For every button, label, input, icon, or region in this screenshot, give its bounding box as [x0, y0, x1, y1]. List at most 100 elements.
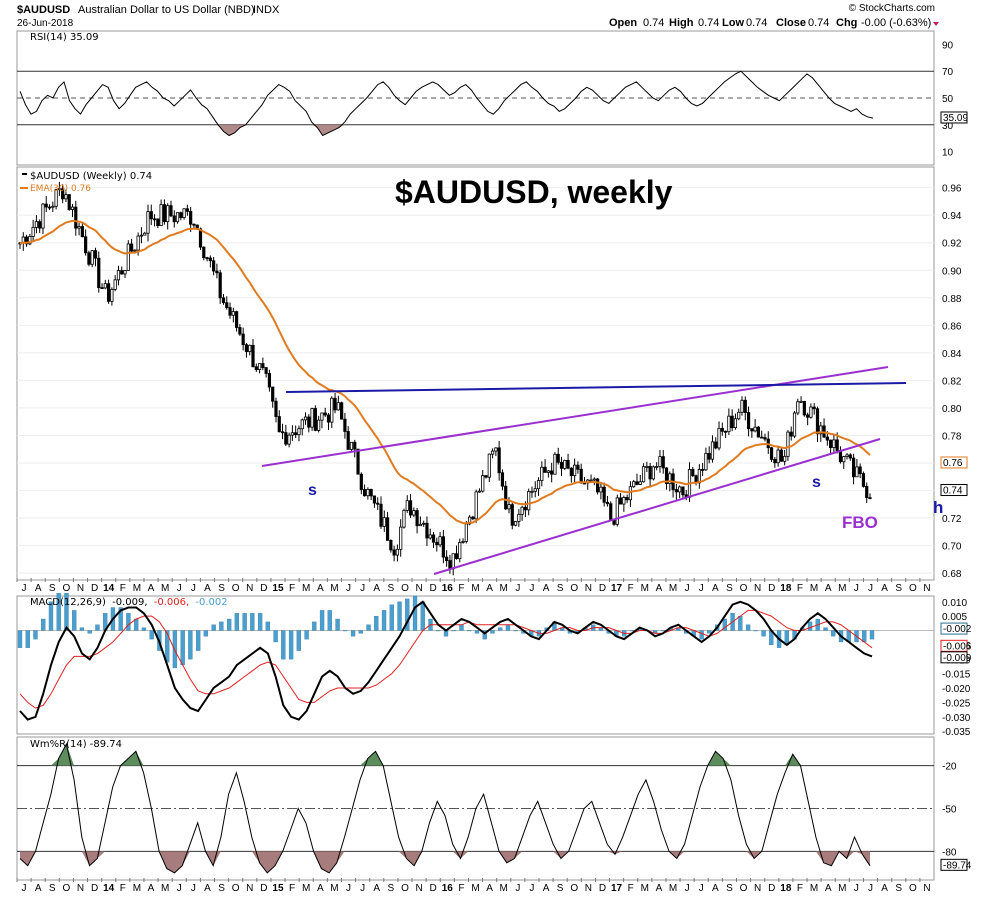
x-tick-label: D	[768, 583, 775, 594]
candle-body	[303, 416, 308, 421]
candle-body	[47, 206, 52, 209]
candle-body	[645, 466, 649, 468]
x-tick-label: 15	[272, 883, 284, 894]
x-tick-label: 16	[442, 883, 454, 894]
candle-body	[212, 260, 216, 272]
chart-instrument-name: Australian Dollar to US Dollar (NBD)	[78, 4, 255, 16]
candle-body	[707, 452, 711, 460]
candle-body	[93, 250, 98, 259]
x-tick-label: S	[895, 583, 902, 594]
x-tick-label: J	[699, 883, 704, 894]
candle-body	[733, 418, 738, 429]
ema-legend-entry: EMA(30) 0.76	[20, 184, 91, 194]
macd-histogram-bar	[420, 601, 425, 631]
candle-body	[438, 536, 442, 546]
macd-histogram-bar	[87, 630, 92, 634]
candle-body	[123, 270, 127, 275]
candle-body	[274, 400, 278, 417]
candle-body	[38, 221, 42, 229]
ohlc-open-value: 0.74	[643, 17, 664, 29]
macd-last-hist: -0.002	[943, 624, 972, 635]
x-tick-label: M	[302, 583, 310, 594]
candle-body	[520, 506, 524, 515]
x-tick-label: 14	[103, 883, 115, 894]
macd-histogram-bar	[474, 630, 480, 634]
macd-histogram-bar	[660, 630, 666, 632]
candle-body	[110, 288, 114, 302]
candle-body	[750, 428, 754, 432]
candle-body	[851, 457, 856, 478]
x-tick-label: J	[346, 583, 351, 594]
candle-body	[484, 475, 488, 478]
candle-body	[553, 453, 557, 475]
macd-histogram-bar	[327, 610, 332, 631]
candle-body	[103, 283, 107, 289]
x-tick-label: J	[868, 583, 873, 594]
candle-body	[704, 452, 708, 471]
candle-body	[451, 553, 455, 570]
candle-body	[235, 311, 239, 328]
candle-body	[513, 521, 518, 526]
x-tick-label: J	[529, 583, 534, 594]
candle-body	[609, 503, 613, 520]
macd-histogram-bar	[389, 604, 394, 631]
candle-body	[517, 513, 521, 522]
x-tick-label: N	[415, 883, 422, 894]
macd-histogram-bar	[203, 630, 209, 637]
x-tick-label: 15	[272, 583, 284, 594]
candle-body	[510, 504, 514, 526]
macd-histogram-bar	[335, 618, 340, 631]
candle-body	[143, 232, 147, 236]
macd-histogram-bar	[242, 613, 247, 631]
candle-body	[238, 327, 242, 335]
candle-body	[579, 468, 583, 484]
candle-body	[573, 464, 577, 477]
x-tick-label: N	[923, 583, 930, 594]
candle-body	[317, 419, 321, 431]
down-arrow-icon	[933, 22, 939, 26]
candle-body	[730, 415, 734, 429]
candle-body	[737, 411, 741, 420]
macd-histogram-bar	[459, 624, 464, 631]
x-tick-label: J	[699, 583, 704, 594]
candle-body	[825, 436, 829, 441]
candle-body	[655, 466, 659, 468]
shoulder-label-left: s	[308, 482, 317, 499]
upper-wedge-trendline	[261, 366, 889, 467]
macd-histogram-bar	[350, 630, 356, 637]
macd-histogram-bar	[412, 595, 418, 631]
candle-body	[218, 272, 222, 299]
price-y-tick-label: 0.70	[942, 542, 962, 553]
watermark: © StockCharts.com	[849, 3, 935, 14]
macd-histogram-bar	[219, 621, 224, 631]
candle-body	[487, 453, 491, 478]
candle-body	[855, 466, 859, 478]
x-tick-label: A	[317, 883, 324, 894]
macd-last-macd: -0.009	[943, 653, 972, 664]
macd-histogram-bar	[172, 630, 178, 669]
candle-body	[494, 447, 498, 452]
x-tick-label: A	[148, 583, 155, 594]
macd-histogram-bar	[629, 630, 635, 632]
candle-body	[162, 204, 167, 223]
candle-body	[389, 539, 393, 551]
candle-body	[474, 491, 478, 520]
ema-legend-label: EMA(30) 0.76	[30, 184, 91, 194]
macd-title-signal: -0.006,	[154, 597, 189, 608]
x-tick-label: O	[232, 583, 240, 594]
x-tick-label: J	[854, 883, 859, 894]
macd-histogram-bar	[699, 630, 704, 640]
rsi-y-tick-label: 70	[942, 67, 954, 78]
price-y-tick-label: 0.80	[942, 404, 962, 415]
macd-histogram-bar	[226, 618, 232, 631]
candle-body	[789, 431, 793, 437]
ema-last-value-box	[940, 456, 968, 469]
candle-body	[664, 467, 669, 485]
candle-body	[464, 523, 468, 542]
candle-body	[527, 491, 531, 511]
x-tick-label: M	[471, 883, 479, 894]
macd-histogram-bar	[48, 601, 54, 631]
chart-exchange: INDX	[253, 4, 280, 16]
candle-body	[340, 402, 344, 420]
x-tick-label: S	[49, 883, 56, 894]
